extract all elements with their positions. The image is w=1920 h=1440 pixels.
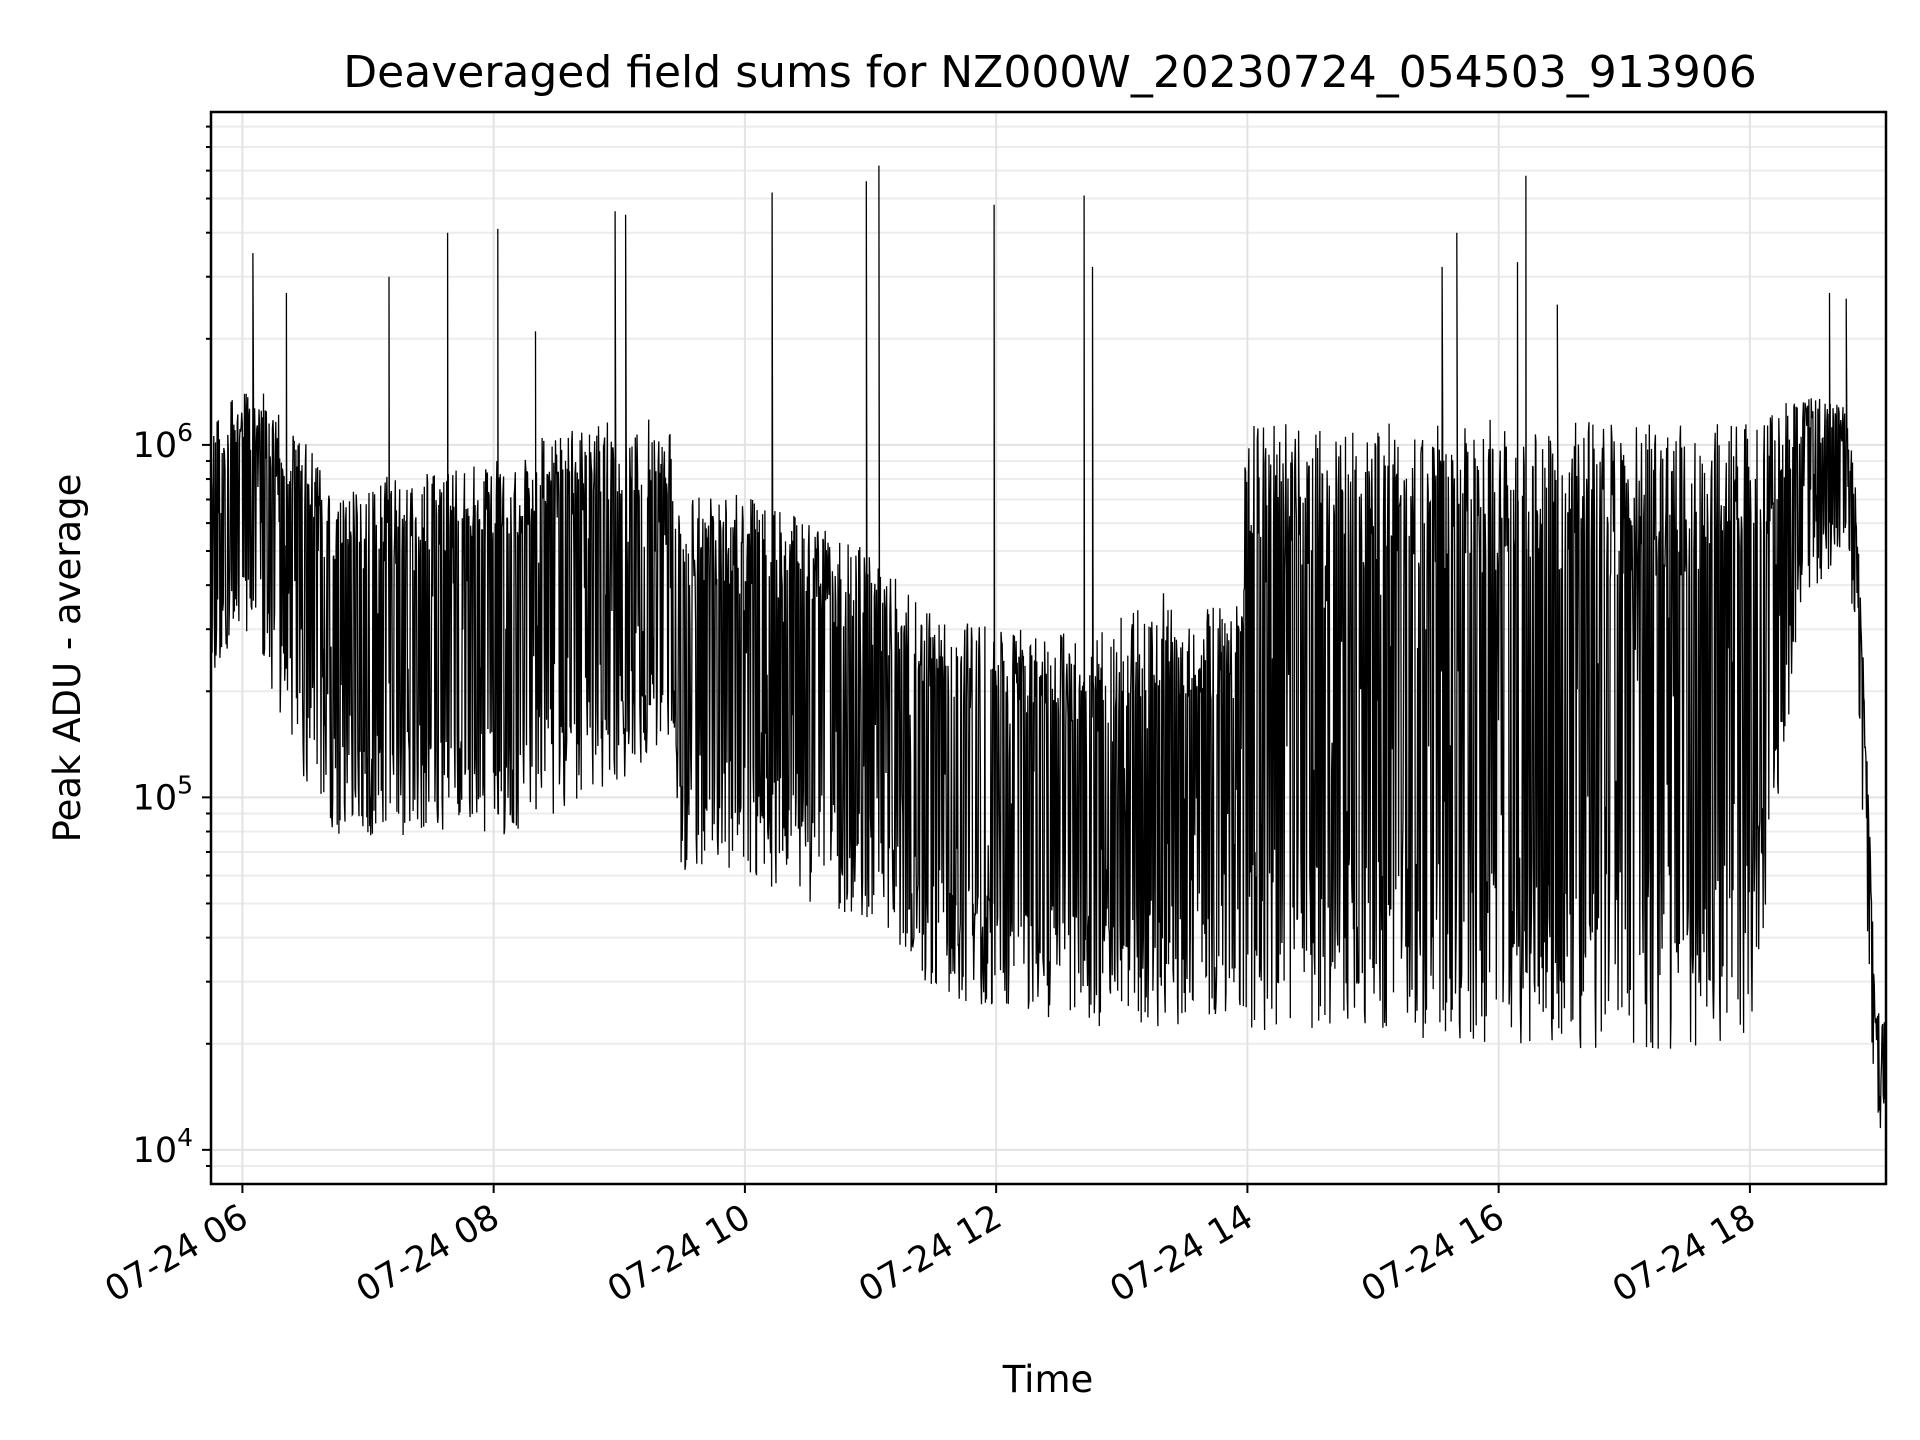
- series-layer: [210, 165, 1887, 1129]
- x-tick-label: 07-24 06: [99, 1197, 255, 1310]
- x-axis-label: Time: [1002, 1358, 1094, 1401]
- series-line: [210, 165, 1887, 1129]
- x-tick-label: 07-24 18: [1606, 1197, 1762, 1310]
- x-tick-label: 07-24 16: [1355, 1197, 1511, 1310]
- x-tick-label: 07-24 12: [852, 1197, 1008, 1310]
- y-axis: 104 105 106: [133, 418, 211, 1171]
- x-tick-label: 07-24 10: [601, 1197, 757, 1310]
- plot-frame: [209, 110, 1888, 1186]
- x-axis: 07-24 06 07-24 08 07-24 10 07-24 12 07-24 14…: [99, 1184, 1762, 1310]
- y-axis-label: Peak ADU - average: [46, 474, 89, 843]
- chart-title: Deaveraged field sums for NZ000W_2023072…: [343, 47, 1756, 98]
- y-tick-label: 105: [133, 770, 193, 818]
- x-tick-label: 07-24 14: [1104, 1197, 1260, 1310]
- y-tick-label: 104: [133, 1123, 193, 1171]
- x-tick-label: 07-24 08: [350, 1197, 506, 1310]
- y-tick-label: 106: [133, 418, 193, 466]
